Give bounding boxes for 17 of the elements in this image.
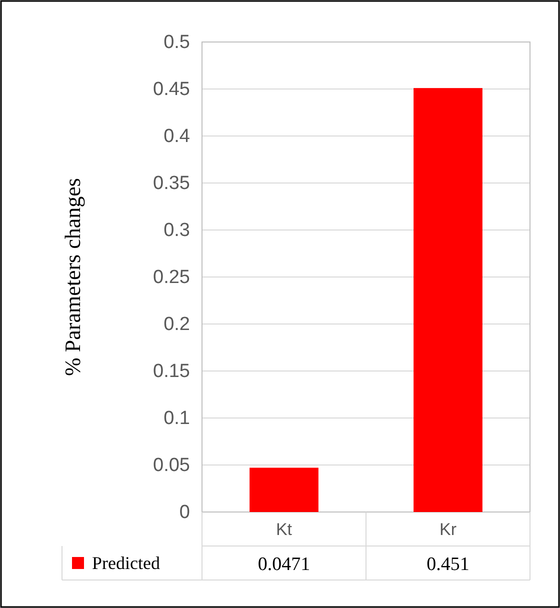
data-label: 0.0471	[258, 554, 310, 575]
y-tick-label: 0.3	[164, 220, 190, 242]
y-tick-label: 0.35	[153, 173, 190, 194]
y-tick-label: 0.5	[164, 32, 190, 54]
y-tick-label: 0.15	[153, 361, 190, 382]
y-tick-label: 0.05	[153, 455, 190, 476]
data-label: 0.451	[426, 554, 470, 575]
x-tick-label: Kt	[276, 520, 292, 539]
y-tick-label: 0.1	[164, 408, 190, 430]
y-axis-title: % Parameters changes	[60, 178, 85, 376]
y-tick-label: 0.2	[164, 314, 190, 336]
y-tick-label: 0.45	[153, 79, 190, 100]
y-tick-label: 0	[179, 502, 190, 524]
y-tick-label: 0.4	[164, 126, 190, 148]
x-tick-label: Kr	[440, 520, 457, 539]
legend-label: Predicted	[92, 553, 160, 573]
y-tick-label: 0.25	[153, 267, 190, 288]
